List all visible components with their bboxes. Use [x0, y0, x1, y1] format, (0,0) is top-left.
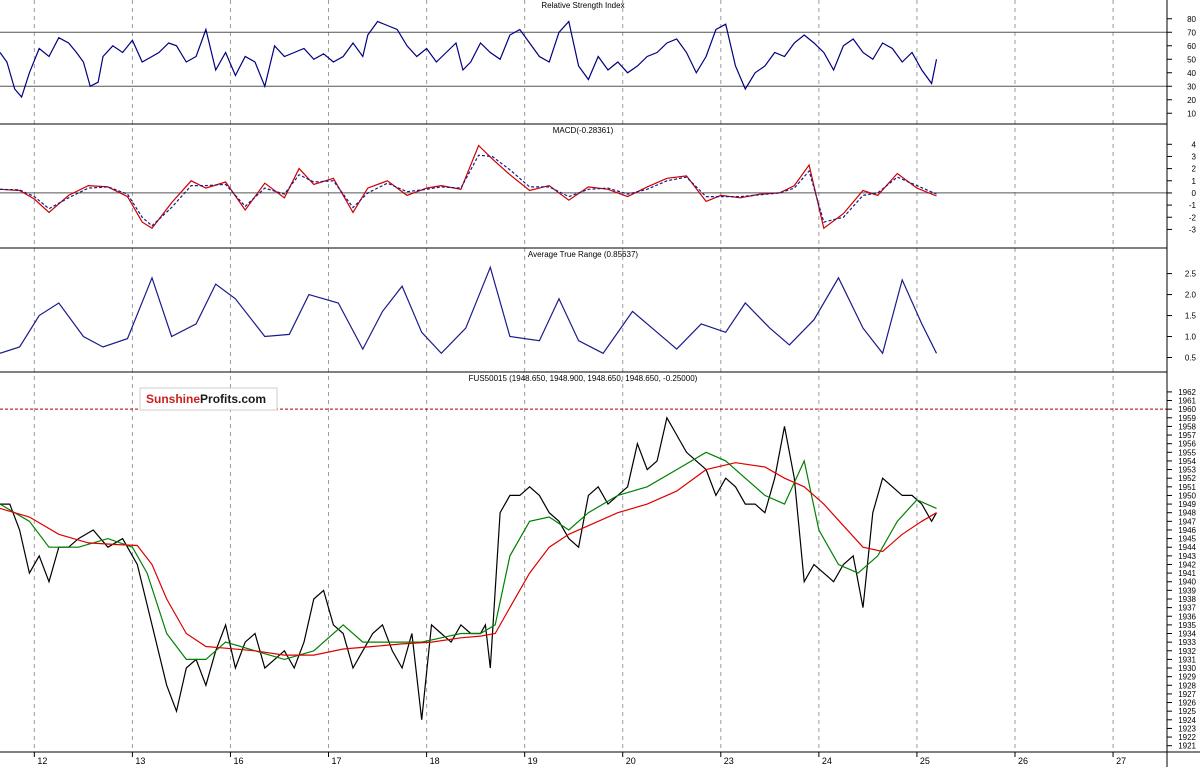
atr-line-series: [0, 265, 938, 355]
y-tick-label: 20: [1187, 96, 1196, 105]
y-axis-ticks: 102030405060708043210-1-2-32.52.01.51.00…: [1167, 15, 1197, 751]
y-tick-label: 1922: [1178, 733, 1196, 742]
y-tick-label: 1.5: [1185, 312, 1197, 321]
macd-line-series: [0, 144, 937, 230]
x-tick-label: 27: [1116, 756, 1126, 766]
y-tick-label: 1927: [1178, 690, 1196, 699]
x-tick-label: 18: [430, 756, 440, 766]
price-ma-slow-series: [0, 462, 937, 656]
y-tick-label: 1957: [1178, 431, 1196, 440]
y-tick-label: 1949: [1178, 500, 1196, 509]
y-tick-label: 1938: [1178, 595, 1196, 604]
x-tick-label: 25: [920, 756, 930, 766]
vertical-gridlines: [33, 0, 1114, 752]
y-tick-label: 1926: [1178, 699, 1196, 708]
y-tick-label: 1.0: [1185, 333, 1197, 342]
y-tick-label: 1953: [1178, 466, 1196, 475]
y-tick-label: 1951: [1178, 483, 1196, 492]
y-tick-label: 10: [1187, 109, 1196, 118]
y-tick-label: 1934: [1178, 630, 1196, 639]
y-tick-label: 1945: [1178, 535, 1196, 544]
x-tick-label: 19: [528, 756, 538, 766]
logo-part-profits: Profits.com: [200, 392, 266, 406]
y-tick-label: 1928: [1178, 681, 1196, 690]
y-tick-label: 3: [1192, 152, 1197, 161]
x-tick-label: 12: [37, 756, 47, 766]
y-tick-label: 1941: [1178, 569, 1196, 578]
y-tick-label: 60: [1187, 42, 1196, 51]
y-tick-label: 1942: [1178, 560, 1196, 569]
y-tick-label: 1961: [1178, 397, 1196, 406]
y-tick-label: 1952: [1178, 474, 1196, 483]
x-tick-label: 20: [626, 756, 636, 766]
y-tick-label: 2: [1192, 165, 1197, 174]
y-tick-label: -2: [1189, 213, 1197, 222]
y-tick-label: 70: [1187, 28, 1196, 37]
price-title: FUS50015 (1948.650, 1948.900, 1948.650, …: [469, 374, 698, 383]
reference-lines: [0, 31, 1167, 410]
y-tick-label: 2.5: [1185, 270, 1197, 279]
y-tick-label: 1956: [1178, 440, 1196, 449]
y-tick-label: 1921: [1178, 742, 1196, 751]
y-tick-label: 1959: [1178, 414, 1196, 423]
x-tick-label: 24: [822, 756, 832, 766]
x-axis-ticks: 12 13 16 17 18 19 20 23 24 25 26 27: [33, 752, 1126, 766]
sunshine-profits-logo[interactable]: SunshineProfits.com: [139, 387, 278, 411]
y-tick-label: 1947: [1178, 517, 1196, 526]
x-tick-label: 23: [724, 756, 734, 766]
y-tick-label: 1950: [1178, 491, 1196, 500]
y-tick-label: -1: [1189, 201, 1197, 210]
y-tick-label: 1960: [1178, 405, 1196, 414]
y-tick-label: 1923: [1178, 724, 1196, 733]
y-tick-label: 1930: [1178, 664, 1196, 673]
y-tick-label: 1940: [1178, 578, 1196, 587]
y-tick-label: 80: [1187, 15, 1196, 24]
y-tick-label: 1946: [1178, 526, 1196, 535]
series-lines: [0, 20, 938, 720]
y-tick-label: 1939: [1178, 586, 1196, 595]
y-tick-label: 1955: [1178, 448, 1196, 457]
price-price-series: [0, 416, 938, 720]
price-ma-fast-series: [0, 451, 937, 661]
x-tick-label: 16: [233, 756, 243, 766]
logo-text: SunshineProfits.com: [146, 392, 266, 406]
macd-line-series: [0, 154, 937, 227]
atr-title: Average True Range (0.85637): [528, 250, 638, 259]
y-tick-label: 4: [1192, 140, 1197, 149]
y-tick-label: 1: [1192, 177, 1197, 186]
y-tick-label: 1933: [1178, 638, 1196, 647]
y-tick-label: 1929: [1178, 673, 1196, 682]
x-tick-label: 26: [1018, 756, 1028, 766]
macd-title: MACD(-0.28361): [553, 126, 614, 135]
logo-part-sunshine: Sunshine: [146, 392, 200, 406]
y-tick-label: 1954: [1178, 457, 1196, 466]
y-tick-label: 1958: [1178, 422, 1196, 431]
y-tick-label: 50: [1187, 55, 1196, 64]
y-tick-label: 1944: [1178, 543, 1196, 552]
y-tick-label: -3: [1189, 225, 1197, 234]
y-tick-label: 2.0: [1185, 291, 1197, 300]
y-tick-label: 40: [1187, 69, 1196, 78]
y-tick-label: 1925: [1178, 707, 1196, 716]
y-tick-label: 1935: [1178, 621, 1196, 630]
y-tick-label: 0: [1192, 189, 1197, 198]
y-tick-label: 1943: [1178, 552, 1196, 561]
y-tick-label: 30: [1187, 82, 1196, 91]
y-tick-label: 1937: [1178, 604, 1196, 613]
y-tick-label: 1931: [1178, 655, 1196, 664]
y-tick-label: 1948: [1178, 509, 1196, 518]
x-tick-label: 13: [135, 756, 145, 766]
y-tick-label: 1962: [1178, 388, 1196, 397]
y-tick-label: 1924: [1178, 716, 1196, 725]
y-tick-label: 0.5: [1185, 354, 1197, 363]
y-tick-label: 1936: [1178, 612, 1196, 621]
x-tick-label: 17: [332, 756, 342, 766]
rsi-title: Relative Strength Index: [541, 1, 624, 10]
y-tick-label: 1932: [1178, 647, 1196, 656]
rsi-line-series: [0, 20, 938, 99]
